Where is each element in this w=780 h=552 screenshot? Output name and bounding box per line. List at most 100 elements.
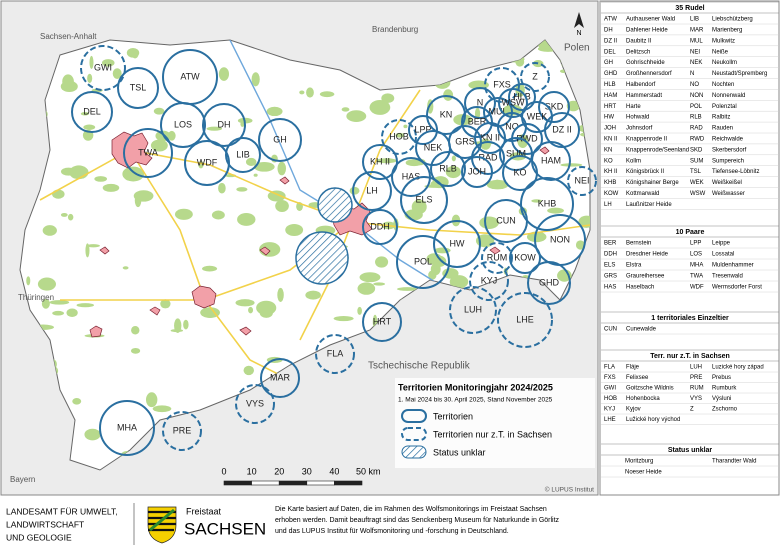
territory-label: GH (273, 134, 287, 144)
territory-circle (396, 235, 450, 289)
agency-line: LANDESAMT FÜR UMWELT, (6, 506, 118, 516)
forest-patch (66, 308, 78, 317)
forest-patch (87, 73, 93, 83)
table-cell: Skerbersdorf (712, 147, 747, 153)
territory-label: DZ II (552, 124, 572, 134)
table-cell: DEL (604, 49, 616, 55)
forest-patch (359, 272, 381, 283)
scale-segment (334, 480, 363, 486)
table-cell: JOH (604, 126, 616, 132)
forest-patch (267, 190, 286, 202)
table-cell: Lossatal (712, 252, 734, 258)
territory-circle (123, 128, 173, 178)
forest-patch (256, 300, 277, 316)
territory-label: KN II (480, 132, 500, 142)
table-cell: KHB (604, 180, 616, 186)
territory-label: PRE (173, 425, 192, 435)
table-cell: Knappenrode/Seenland (626, 147, 689, 153)
territory-label: DH (218, 119, 231, 129)
table-cell: NO (690, 82, 699, 88)
forest-patch (369, 99, 391, 115)
territory-label: N (477, 97, 484, 107)
table-cell: Haselbach (626, 285, 654, 291)
territory-circle (202, 103, 246, 147)
territory-label: GHD (539, 277, 560, 287)
forest-patch (245, 157, 257, 166)
territory-label: NEK (424, 142, 443, 152)
scale-segment (278, 480, 308, 486)
forest-patch (42, 225, 57, 236)
agency-line: LANDWIRTSCHAFT (6, 519, 84, 529)
scale-label: 0 (221, 466, 226, 476)
table-cell: Daubitz II (626, 38, 652, 44)
table-cell: Neustadt/Spremberg (712, 71, 767, 77)
forest-patch (248, 306, 254, 314)
territory-label: BER (468, 116, 487, 126)
table-cell: Dahlener Heide (626, 27, 668, 33)
territory-label: LIB (236, 149, 250, 159)
forest-patch (357, 306, 362, 315)
table-cell: Z (690, 407, 694, 413)
table-cell: Johnsdorf (626, 126, 653, 132)
forest-patch (566, 100, 580, 112)
legend-swatch (401, 409, 427, 423)
forest-patch (200, 307, 220, 318)
table-cell: Laußnitzer Heide (626, 202, 672, 208)
forest-patch (277, 161, 287, 176)
scale-label: 20 (274, 466, 284, 476)
forest-patch (531, 199, 542, 203)
forest-patch (41, 298, 50, 309)
legend-swatch (401, 427, 427, 441)
table-cell: Felixsee (626, 375, 649, 381)
territory-circle (461, 106, 493, 138)
table-cell: RWD (690, 136, 705, 142)
forest-patch (84, 428, 101, 441)
table-cell: Tresenwald (712, 274, 743, 280)
table-cell: MHA (690, 263, 703, 269)
region-label: Bayern (10, 475, 35, 484)
forest-patch (346, 110, 367, 123)
territories: GWI TSL ATW DEL LOS DH GH TWA WDF LIB HOB LPP KN N FXS… (71, 45, 597, 456)
forest-patch (428, 270, 437, 280)
territory-circle (481, 242, 513, 274)
table-cell: TWA (690, 274, 703, 280)
table-cell: WSW (690, 191, 706, 197)
table-cell: Leippe (712, 241, 731, 247)
table-cell: Harte (626, 104, 641, 110)
note-line: erhoben werden. Damit beauftragt sind da… (275, 517, 560, 524)
table-cell: CUN (604, 327, 617, 333)
table-cell: POL (690, 104, 703, 110)
territory-label: HOB (389, 131, 409, 141)
territory-label: DEL (83, 106, 101, 116)
forest-patch (202, 265, 218, 272)
state-label: Freistaat (186, 506, 222, 516)
table-cell: Königsbrück II (626, 169, 664, 175)
table-cell: Nonnenwald (712, 93, 745, 99)
table-cell: RLB (690, 115, 702, 121)
forest-patch (60, 167, 77, 176)
territory-circle (235, 384, 275, 424)
forest-patch (468, 80, 489, 90)
forest-patch (375, 256, 389, 268)
table-cell: Luzické hory západ (712, 365, 764, 371)
territory-label: RUM (487, 252, 508, 262)
forest-patch (174, 318, 182, 333)
table-cell: DH (604, 27, 613, 33)
territory-circle (448, 125, 482, 159)
table-cell: Kyjov (626, 407, 641, 413)
territory-label: FLA (327, 348, 344, 358)
territory-label: GRS (455, 136, 475, 146)
forest-patch (381, 93, 395, 104)
territory-label: LHE (516, 314, 534, 324)
territory-label: DDH (370, 221, 390, 231)
territory-circle (520, 62, 550, 92)
territory-circle (80, 45, 126, 91)
territory-circle (408, 115, 438, 145)
forest-patch (52, 310, 65, 316)
territory-label: LH (366, 185, 378, 195)
forest-patch (72, 397, 82, 405)
territory-label: KYJ (481, 275, 498, 285)
table-cell: Elstra (626, 263, 642, 269)
forest-patch (486, 179, 509, 190)
territory-label: KO (513, 167, 526, 177)
